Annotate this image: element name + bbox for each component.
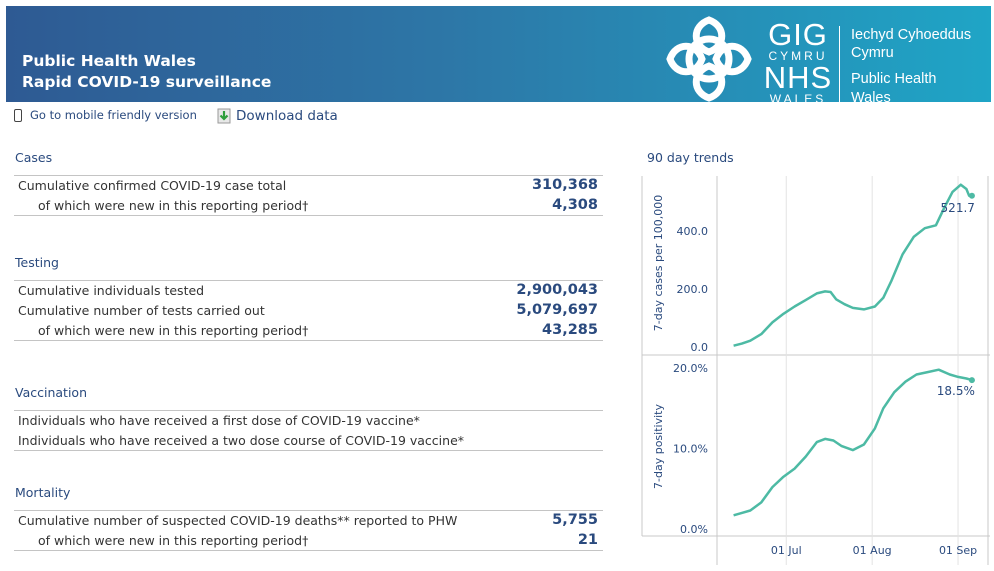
cases-new-value: 4,308 [552,197,598,213]
english-org-name: Public Health Wales [851,70,936,108]
cases-total-label: Cumulative confirmed COVID-19 case total [18,178,287,193]
cases-series-line [733,183,972,347]
vaccination-rule-top [14,410,603,411]
mortality-deaths-label: Cumulative number of suspected COVID-19 … [18,513,458,528]
download-data-button[interactable]: Download data [217,108,338,124]
cases-ytick-label-0: 0.0 [691,341,709,354]
mortality-new-value: 21 [577,532,598,548]
english-line-2: Wales [851,90,891,106]
welsh-org-name: Iechyd Cyhoeddus Cymru [851,26,971,62]
mortality-new-label: of which were new in this reporting peri… [38,533,309,548]
positivity-ytick-label-0: 0.0% [680,523,708,536]
positivity-series-line [733,368,973,517]
header-banner: Public Health Wales Rapid COVID-19 surve… [6,6,991,106]
vaccination-heading: Vaccination [15,385,87,400]
mobile-version-label: Go to mobile friendly version [30,108,197,122]
mortality-rule-bottom [14,550,603,551]
cases-total-value: 310,368 [531,177,598,193]
vaccination-two-dose-label: Individuals who have received a two dose… [18,433,465,448]
trends-charts: 0.0 200.0 400.0 7-day cases per 100,000 521.… [641,176,990,565]
vaccination-first-dose-label: Individuals who have received a first do… [18,413,420,428]
positivity-ytick-label-1: 10.0% [673,443,708,456]
download-data-label: Download data [236,108,338,124]
welsh-line-2: Cymru [851,45,894,61]
testing-tests-value: 5,079,697 [516,302,598,318]
mortality-deaths-value: 5,755 [552,512,598,528]
cases-rule-bottom [14,215,603,216]
download-icon [217,108,231,124]
testing-individuals-value: 2,900,043 [516,282,598,298]
logo-divider [839,26,840,102]
testing-heading: Testing [15,255,59,270]
dashboard-title: Public Health Wales Rapid COVID-19 surve… [22,51,271,93]
title-line-1: Public Health Wales [22,52,196,70]
logo-cymru: CYMRU [768,49,828,63]
logo-wales: WALES [769,92,827,106]
english-line-1: Public Health [851,71,937,87]
positivity-last-point [968,377,975,384]
cases-ytick-label-1: 200.0 [677,283,709,296]
x-tick-label-2: 01 Sep [939,544,977,557]
cases-end-label: 521.7 [941,201,975,215]
x-tick-label-1: 01 Aug [853,544,892,557]
cases-ytick-label-2: 400.0 [677,225,709,238]
celtic-knot-logo-icon [666,16,752,102]
cases-heading: Cases [15,150,53,165]
welsh-line-1: Iechyd Cyhoeddus [851,27,972,43]
trends-heading: 90 day trends [647,150,734,165]
cases-rule-top [14,175,603,176]
cases-ylabel: 7-day cases per 100,000 [652,195,665,331]
phone-icon [14,108,22,122]
positivity-end-label: 18.5% [937,384,975,398]
mortality-heading: Mortality [15,485,71,500]
cases-last-point [968,192,975,199]
title-line-2: Rapid COVID-19 surveillance [22,73,272,91]
positivity-ylabel: 7-day positivity [652,404,665,489]
testing-rule-bottom [14,340,603,341]
testing-tests-label: Cumulative number of tests carried out [18,303,265,318]
mobile-version-link[interactable]: Go to mobile friendly version [14,108,197,122]
vaccination-rule-bottom [14,450,603,451]
testing-rule-top [14,280,603,281]
logo-nhs: NHS [763,60,833,95]
testing-new-label: of which were new in this reporting peri… [38,323,309,338]
mortality-rule-top [14,510,603,511]
testing-individuals-label: Cumulative individuals tested [18,283,205,298]
cases-new-label: of which were new in this reporting peri… [38,198,309,213]
nhs-wales-logo: GIG CYMRU NHS WALES [761,17,835,106]
testing-new-value: 43,285 [542,322,598,338]
logo-gig: GIG [768,17,828,52]
x-tick-label-0: 01 Jul [771,544,802,557]
positivity-ytick-label-2: 20.0% [673,362,708,375]
